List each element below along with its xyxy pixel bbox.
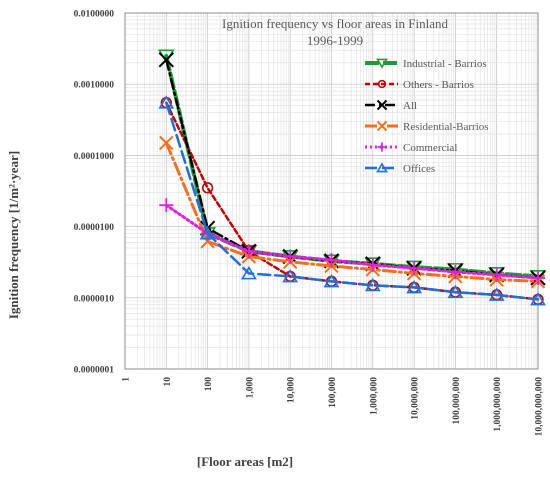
x-tick-label: 100,000 bbox=[328, 377, 338, 408]
data-point bbox=[530, 291, 546, 306]
plot-area-frame bbox=[124, 12, 539, 370]
y-tick-label: 0.0010000 bbox=[74, 81, 115, 91]
data-point bbox=[201, 182, 214, 194]
legend-marker bbox=[376, 120, 388, 132]
legend-label: Others - Barrios bbox=[403, 79, 474, 91]
x-tick-label: 10,000 bbox=[287, 377, 297, 403]
legend-marker bbox=[376, 99, 388, 111]
legend: Industrial - Barrios Others - Barrios All R… bbox=[365, 58, 489, 175]
data-point bbox=[158, 52, 175, 68]
series-4 bbox=[159, 198, 545, 285]
legend-marker bbox=[377, 142, 387, 152]
series-line bbox=[165, 101, 540, 301]
tick-labels: 0.0000001 0.0000010 0.0000100 0.0001000 0.00… bbox=[74, 10, 545, 437]
data-point bbox=[199, 226, 216, 240]
legend-label: All bbox=[403, 100, 417, 112]
chart-title: Ignition frequency vs floor areas in Fin… bbox=[222, 16, 448, 31]
x-tick-label: 10,000,000 bbox=[411, 377, 421, 420]
data-point bbox=[447, 284, 464, 299]
data-point bbox=[365, 257, 380, 272]
data-point bbox=[448, 265, 463, 280]
data-point bbox=[489, 267, 504, 282]
legend-label: Residential-Barrios bbox=[403, 121, 489, 133]
x-axis-label: [Floor areas [m2] bbox=[197, 454, 293, 469]
series-5 bbox=[158, 95, 546, 306]
legend-marker bbox=[377, 79, 387, 89]
data-point bbox=[407, 261, 422, 276]
data-point bbox=[159, 198, 174, 213]
legend-label: Commercial bbox=[403, 142, 457, 154]
x-tick-label: 1,000 bbox=[245, 377, 255, 399]
x-tick-label: 1,000,000 bbox=[369, 377, 379, 415]
y-tick-label: 0.0100000 bbox=[74, 10, 115, 20]
y-tick-label: 0.0000010 bbox=[74, 294, 115, 304]
chart-subtitle: 1996-1999 bbox=[307, 33, 363, 48]
data-point bbox=[324, 252, 339, 267]
data-point bbox=[159, 135, 174, 151]
y-tick-label: 0.0000100 bbox=[74, 223, 115, 233]
y-tick-label: 0.0001000 bbox=[74, 152, 115, 162]
series-line bbox=[164, 141, 540, 283]
x-tick-label: 1,000,000,000 bbox=[493, 377, 503, 432]
x-tick-label: 100,000,000 bbox=[452, 377, 462, 425]
x-tick-label: 10 bbox=[163, 377, 173, 387]
y-axis-label: Ignition frequency [1/m²·year] bbox=[6, 151, 21, 319]
x-tick-label: 100 bbox=[204, 377, 214, 392]
data-point bbox=[323, 273, 340, 288]
x-tick-label: 1 bbox=[122, 377, 132, 382]
x-tick-label: 10,000,000,000 bbox=[535, 377, 545, 437]
grid bbox=[124, 13, 538, 370]
y-tick-label: 0.0000001 bbox=[74, 366, 115, 376]
series-line bbox=[164, 203, 540, 280]
legend-marker bbox=[376, 162, 388, 173]
data-point bbox=[364, 277, 381, 292]
data-point bbox=[158, 95, 175, 109]
series-layer bbox=[157, 49, 547, 306]
data-point bbox=[488, 287, 505, 301]
data-point bbox=[241, 244, 256, 259]
data-point bbox=[241, 265, 257, 280]
data-point bbox=[283, 249, 298, 264]
legend-label: Industrial - Barrios bbox=[403, 58, 487, 70]
data-point bbox=[531, 270, 545, 285]
legend-label: Offices bbox=[403, 163, 435, 175]
legend-marker bbox=[376, 58, 388, 69]
data-point bbox=[282, 268, 299, 283]
data-point bbox=[406, 279, 422, 294]
